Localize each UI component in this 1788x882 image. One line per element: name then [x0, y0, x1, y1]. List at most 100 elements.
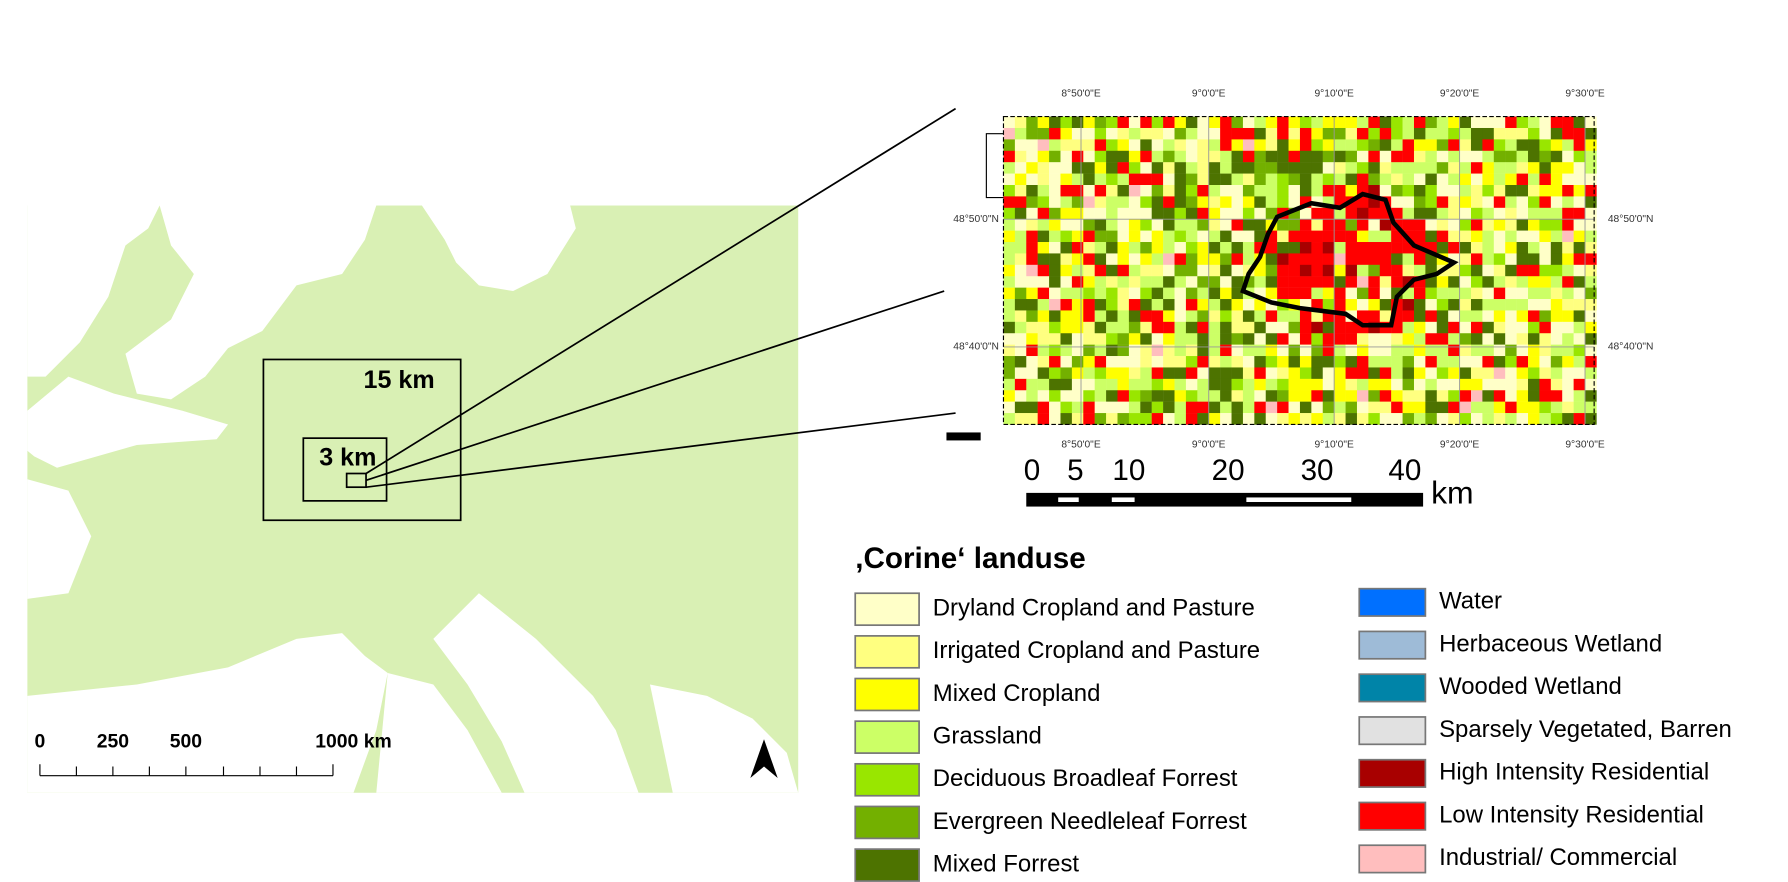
raster-cell — [1471, 333, 1483, 345]
raster-cell — [1277, 117, 1289, 129]
raster-cell — [1163, 219, 1175, 231]
raster-cell — [1209, 185, 1221, 197]
raster-cell — [1551, 413, 1563, 425]
raster-cell — [1323, 208, 1335, 220]
raster-cell — [1505, 402, 1517, 414]
raster-cell — [1368, 333, 1380, 345]
raster-cell — [1175, 128, 1187, 140]
legend-label: Mixed Cropland — [933, 680, 1101, 707]
raster-cell — [1049, 333, 1061, 345]
raster-cell — [1289, 367, 1301, 379]
raster-cell — [1140, 413, 1152, 425]
raster-cell — [1551, 299, 1563, 311]
raster-cell — [1072, 128, 1084, 140]
raster-cell — [1414, 185, 1426, 197]
raster-cell — [1528, 299, 1540, 311]
raster-cell — [1083, 253, 1095, 265]
legend-swatch — [1359, 717, 1425, 744]
raster-cell — [1129, 128, 1141, 140]
raster-cell — [1289, 128, 1301, 140]
raster-cell — [1517, 367, 1529, 379]
raster-cell — [1118, 162, 1130, 174]
raster-cell — [1574, 139, 1586, 151]
raster-cell — [1277, 196, 1289, 208]
raster-cell — [1574, 390, 1586, 402]
raster-cell — [1175, 151, 1187, 163]
lon-label: 9°10'0"E — [1314, 88, 1353, 99]
raster-cell — [1232, 185, 1244, 197]
raster-cell — [1015, 390, 1027, 402]
raster-cell — [1232, 333, 1244, 345]
raster-cell — [1357, 208, 1369, 220]
raster-cell — [1460, 174, 1472, 186]
raster-cell — [1539, 139, 1551, 151]
raster-cell — [1437, 174, 1449, 186]
raster-cell — [1072, 253, 1084, 265]
raster-cell — [1266, 139, 1278, 151]
raster-cell — [1072, 117, 1084, 129]
raster-cell — [1220, 208, 1232, 220]
raster-cell — [1391, 128, 1403, 140]
raster-cell — [1300, 390, 1312, 402]
raster-cell — [1118, 196, 1130, 208]
raster-cell — [1083, 117, 1095, 129]
raster-cell — [1482, 208, 1494, 220]
raster-cell — [1003, 276, 1015, 288]
raster-cell — [1482, 162, 1494, 174]
raster-cell — [1380, 299, 1392, 311]
raster-cell — [1266, 174, 1278, 186]
raster-cell — [1585, 310, 1597, 322]
raster-cell — [1391, 253, 1403, 265]
raster-cell — [1357, 288, 1369, 300]
raster-cell — [1038, 185, 1050, 197]
raster-cell — [1448, 196, 1460, 208]
raster-cell — [1220, 276, 1232, 288]
raster-cell — [1140, 310, 1152, 322]
raster-cell — [1038, 367, 1050, 379]
raster-cell — [1562, 219, 1574, 231]
raster-cell — [1175, 162, 1187, 174]
raster-cell — [1323, 128, 1335, 140]
raster-cell — [1403, 139, 1415, 151]
raster-cell — [1232, 242, 1244, 254]
raster-cell — [1186, 333, 1198, 345]
raster-cell — [1471, 231, 1483, 243]
raster-cell — [1471, 219, 1483, 231]
raster-cell — [1072, 322, 1084, 334]
raster-cell — [1175, 253, 1187, 265]
raster-cell — [1311, 345, 1323, 357]
raster-cell — [1209, 413, 1221, 425]
raster-cell — [1482, 379, 1494, 391]
raster-cell — [1494, 208, 1506, 220]
raster-cell — [1562, 242, 1574, 254]
raster-cell — [1311, 333, 1323, 345]
raster-cell — [1129, 333, 1141, 345]
raster-cell — [1106, 276, 1118, 288]
raster-cell — [1106, 174, 1118, 186]
raster-cell — [1334, 265, 1346, 277]
raster-cell — [1266, 322, 1278, 334]
raster-cell — [1425, 174, 1437, 186]
raster-cell — [1106, 219, 1118, 231]
raster-cell — [1049, 128, 1061, 140]
raster-cell — [1232, 253, 1244, 265]
raster-cell — [1425, 117, 1437, 129]
raster-cell — [1585, 185, 1597, 197]
raster-cell — [1254, 162, 1266, 174]
raster-cell — [1140, 299, 1152, 311]
raster-cell — [1380, 402, 1392, 414]
raster-cell — [1482, 174, 1494, 186]
raster-cell — [1425, 367, 1437, 379]
raster-cell — [1129, 379, 1141, 391]
raster-cell — [1311, 379, 1323, 391]
raster-cell — [1311, 139, 1323, 151]
scale-label: 500 — [170, 731, 202, 753]
raster-cell — [1585, 128, 1597, 140]
raster-cell — [1026, 151, 1038, 163]
raster-cell — [1015, 265, 1027, 277]
raster-cell — [1232, 219, 1244, 231]
raster-cell — [1380, 128, 1392, 140]
raster-cell — [1015, 367, 1027, 379]
raster-cell — [1585, 196, 1597, 208]
raster-cell — [1003, 196, 1015, 208]
